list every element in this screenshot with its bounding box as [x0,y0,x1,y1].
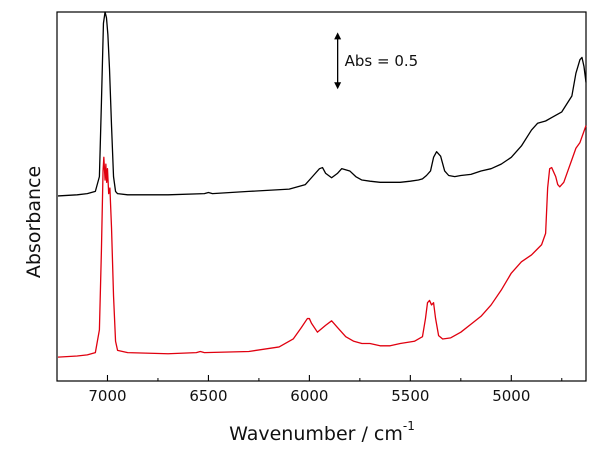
spectrum-line-black [57,11,587,197]
x-tick-label-5500: 5500 [391,387,429,405]
x-tick-label-5000: 5000 [492,387,530,405]
x-axis-label: Wavenumber / cm-1 [229,419,415,445]
scale-bar-label: Abs = 0.5 [345,52,419,70]
scale-bar-arrow-up [334,32,342,40]
x-ticks: 7000 6500 6000 5500 5000 [56,375,563,405]
y-axis-label: Absorbance [23,166,45,278]
scale-bar-arrow-down [334,82,342,90]
series-layer [57,11,587,358]
spectrum-line-red [57,125,587,358]
x-tick-label-6500: 6500 [189,387,227,405]
scale-bar: Abs = 0.5 [334,32,419,90]
plot-frame [56,11,587,382]
x-tick-label-6000: 6000 [290,387,328,405]
x-tick-label-7000: 7000 [88,387,126,405]
